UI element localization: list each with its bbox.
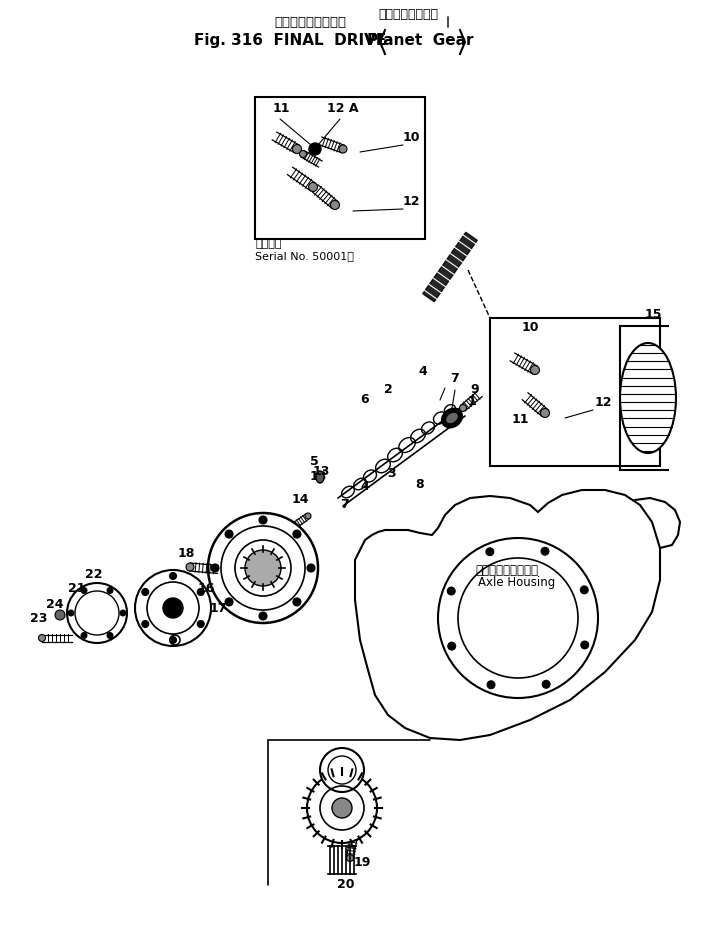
Text: 8: 8 [415,478,424,491]
Circle shape [487,681,495,689]
Circle shape [259,612,267,620]
Circle shape [259,516,267,524]
Circle shape [448,642,456,650]
Circle shape [320,748,364,792]
Circle shape [81,587,87,594]
Text: Axle Housing: Axle Housing [478,576,555,589]
Text: プラネットギヤー: プラネットギヤー [378,8,438,21]
Circle shape [486,548,494,555]
Circle shape [292,145,302,153]
Text: 14: 14 [292,493,309,506]
Text: 23: 23 [30,612,47,625]
Text: 22: 22 [85,568,103,581]
Text: 20: 20 [337,878,355,891]
Text: 10: 10 [403,131,421,144]
Circle shape [225,598,233,606]
PathPatch shape [355,490,660,740]
Bar [490,318,660,466]
Text: 適用号機: 適用号機 [255,239,281,249]
Text: 16: 16 [198,582,215,595]
Circle shape [347,855,353,861]
Circle shape [68,610,74,616]
Text: Planet  Gear: Planet Gear [367,33,473,48]
Circle shape [211,564,219,572]
Circle shape [163,598,183,618]
Polygon shape [423,232,477,302]
Circle shape [307,773,377,843]
Text: 13: 13 [313,465,330,478]
Text: 7: 7 [450,372,459,385]
Text: アクスルハウジング: アクスルハウジング [475,564,538,577]
Circle shape [305,513,311,519]
Text: 24: 24 [46,598,63,611]
Circle shape [186,563,194,571]
Circle shape [447,587,455,595]
Text: 21: 21 [68,582,85,595]
Text: 11: 11 [512,413,529,426]
Ellipse shape [446,412,458,424]
Circle shape [330,200,340,209]
Ellipse shape [442,409,462,427]
Text: 13: 13 [310,470,327,483]
Circle shape [438,538,598,698]
Text: 4: 4 [360,480,369,493]
Circle shape [542,681,550,688]
Text: 12 A: 12 A [327,102,358,115]
Text: 12: 12 [595,396,612,409]
Circle shape [541,409,549,418]
Circle shape [309,143,321,155]
Circle shape [208,513,318,623]
Circle shape [169,572,177,580]
Text: 18: 18 [178,547,195,560]
Circle shape [339,145,347,153]
Text: 11: 11 [273,102,291,115]
Circle shape [197,621,204,627]
Text: 2: 2 [384,383,393,396]
Circle shape [309,182,317,192]
Circle shape [580,586,588,594]
Circle shape [107,632,113,639]
Circle shape [460,405,467,411]
Circle shape [135,570,211,646]
Circle shape [307,564,315,572]
Text: 7: 7 [340,498,349,511]
Text: Fig. 316  FINAL  DRIVE: Fig. 316 FINAL DRIVE [194,33,386,48]
Ellipse shape [620,343,676,453]
Bar [255,97,425,239]
Circle shape [225,530,233,538]
Circle shape [541,547,549,555]
Circle shape [293,530,301,538]
Text: 19: 19 [354,856,371,869]
Text: 3: 3 [387,467,396,480]
Circle shape [531,366,539,375]
Text: 5: 5 [310,455,319,468]
Circle shape [581,641,589,649]
Text: 9: 9 [470,383,479,396]
Circle shape [197,588,204,596]
Circle shape [299,151,307,157]
Text: 17: 17 [210,602,228,615]
Text: 10: 10 [522,321,539,334]
Circle shape [39,635,45,641]
Circle shape [67,583,127,643]
Text: ファイナルドライブ: ファイナルドライブ [274,16,346,29]
Circle shape [332,798,352,818]
Circle shape [55,610,65,620]
Circle shape [141,621,149,627]
Circle shape [245,550,281,586]
Circle shape [293,598,301,606]
Text: 4: 4 [418,365,426,378]
Text: 1: 1 [468,395,477,408]
Ellipse shape [316,471,324,483]
Circle shape [107,587,113,594]
Circle shape [120,610,126,616]
Text: 6: 6 [360,393,368,406]
Text: 12: 12 [403,195,421,208]
Text: 15: 15 [645,308,663,321]
Circle shape [81,632,87,639]
Text: Serial No. 50001～: Serial No. 50001～ [255,251,354,261]
Circle shape [141,588,149,596]
Circle shape [169,637,177,643]
